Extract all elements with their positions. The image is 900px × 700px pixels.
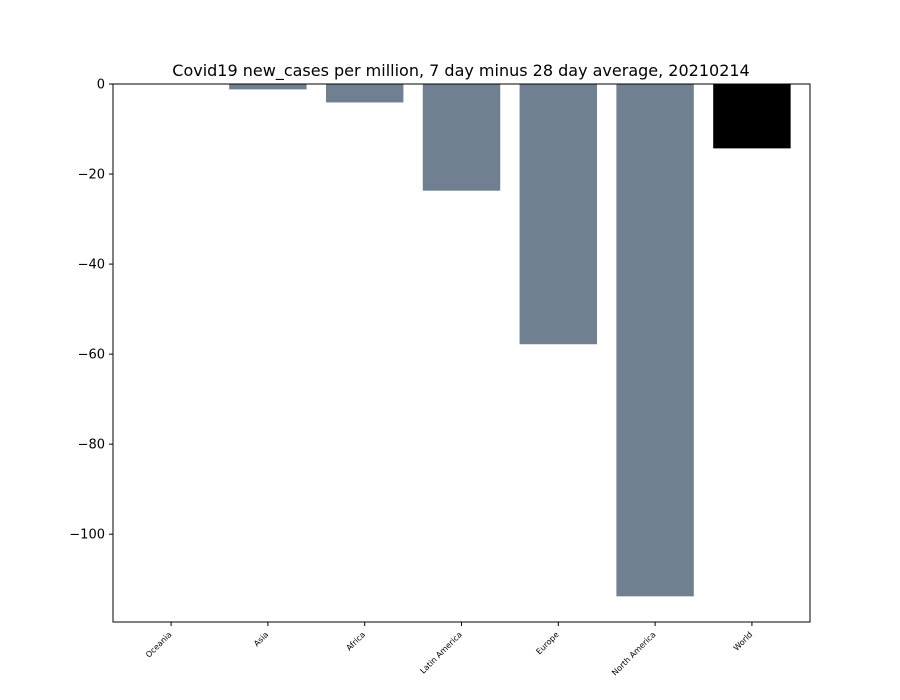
y-tick-label: −60 (78, 348, 105, 363)
y-axis: 0 −20 −40 −60 −80 −100 (69, 78, 113, 543)
bars-group (229, 84, 791, 597)
bar-world (713, 84, 791, 149)
bar-north-america (616, 84, 694, 597)
bar-asia (229, 84, 307, 90)
bar-africa (325, 84, 404, 103)
y-tick-label: −100 (69, 528, 105, 543)
plot-area-frame (112, 83, 811, 623)
y-tick-label: −20 (78, 168, 105, 183)
bar-latin-america (422, 84, 501, 191)
y-tick-label: −80 (78, 438, 105, 453)
bar-europe (519, 84, 598, 345)
y-tick-label: 0 (97, 78, 105, 93)
y-tick-label: −40 (78, 258, 105, 273)
chart-title: Covid19 new_cases per million, 7 day min… (172, 61, 749, 81)
